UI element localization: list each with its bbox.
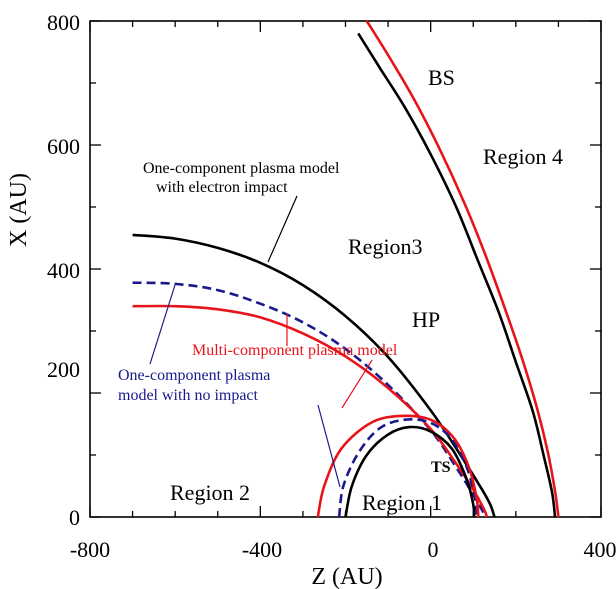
one-component-no-impact-label: model with no impact bbox=[118, 387, 259, 404]
series-line-bs_one_electron bbox=[357, 32, 557, 518]
y-axis-label: X (AU) bbox=[6, 173, 32, 247]
x-tick-label: 400 bbox=[584, 537, 616, 562]
y-tick-label: 200 bbox=[47, 357, 80, 382]
y-tick-label: 0 bbox=[69, 505, 80, 530]
y-tick-label: 600 bbox=[47, 134, 80, 159]
y-tick-label: 800 bbox=[47, 10, 80, 35]
one-component-electron-label: One-component plasma model bbox=[143, 160, 340, 177]
hp-label: HP bbox=[412, 307, 440, 332]
pointer-multi-ts bbox=[341, 359, 373, 409]
bs-label: BS bbox=[428, 65, 455, 90]
one-component-electron-label: with electron impact bbox=[156, 179, 288, 196]
region-1-label: Region 1 bbox=[362, 490, 442, 515]
series-line-ts_one_no_impact bbox=[337, 417, 478, 518]
multi-component-label: Multi-component plasma model bbox=[192, 342, 398, 359]
pointer-no-impact-ts bbox=[317, 404, 341, 488]
y-tick-label: 400 bbox=[47, 258, 80, 283]
x-tick-label: 0 bbox=[428, 537, 439, 562]
x-axis-label: Z (AU) bbox=[311, 564, 382, 589]
ts-label: TS bbox=[431, 459, 451, 476]
one-component-no-impact-label: One-component plasma bbox=[118, 367, 270, 384]
annotation-pointers bbox=[149, 195, 373, 488]
series-line-bs_multi bbox=[365, 20, 560, 518]
pointer-one-electron bbox=[267, 195, 298, 263]
series-line-ts_one_electron bbox=[344, 425, 476, 518]
series-line-ts_multi bbox=[316, 414, 480, 518]
x-tick-label: -800 bbox=[70, 537, 110, 562]
series-line-hp_one_electron bbox=[132, 233, 496, 518]
pointer-no-impact bbox=[149, 284, 176, 365]
region-2-label: Region 2 bbox=[170, 480, 250, 505]
series-layer bbox=[132, 20, 560, 518]
region-4-label: Region 4 bbox=[483, 144, 563, 169]
x-tick-label: -400 bbox=[242, 537, 282, 562]
region-3-label: Region3 bbox=[348, 234, 423, 259]
